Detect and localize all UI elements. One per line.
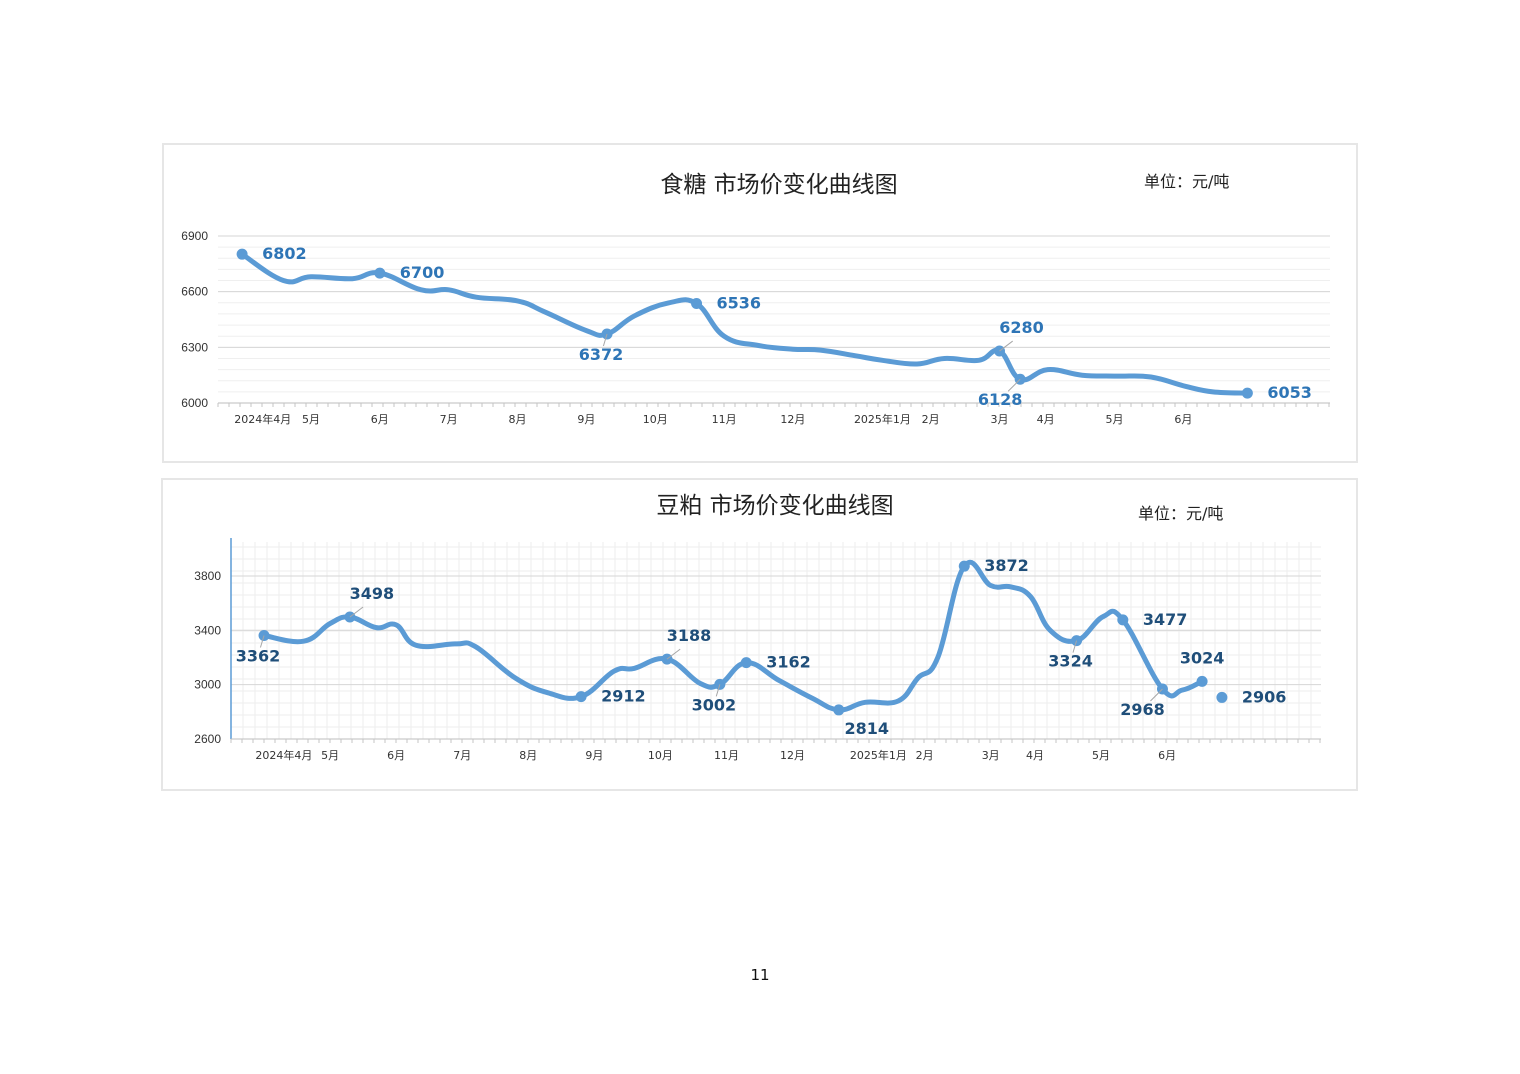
x-tick-label: 10月 — [648, 749, 673, 762]
data-label: 3498 — [350, 584, 395, 603]
x-tick-label: 8月 — [509, 413, 527, 426]
data-point-marker — [575, 691, 587, 703]
x-tick-label: 6月 — [1174, 413, 1192, 426]
sugar-chart-panel: 6000 6300 6600 6900 2024年4月 5月 6月 7月 8月 9月 10月 11月 1… — [162, 143, 1358, 463]
x-tick-label: 11月 — [714, 749, 739, 762]
x-tick-label: 7月 — [453, 749, 471, 762]
data-point-marker — [1117, 614, 1129, 626]
data-point-marker — [740, 657, 752, 669]
chart-title: 食糖 市场价变化曲线图 — [660, 172, 897, 198]
x-tick-label: 2024年4月 — [234, 412, 291, 426]
soymeal-grid — [230, 542, 1321, 740]
sugar-price-chart: 6000 6300 6600 6900 2024年4月 5月 6月 7月 8月 9月 10月 11月 1… — [181, 172, 1330, 426]
data-point-marker — [1216, 691, 1228, 703]
series-line — [239, 251, 1250, 396]
data-point-marker — [236, 248, 248, 260]
data-label: 6280 — [999, 318, 1044, 337]
x-tick-label: 5月 — [302, 413, 320, 426]
data-label: 3162 — [766, 653, 811, 672]
data-label: 2912 — [601, 687, 646, 706]
data-label-leader — [666, 648, 681, 660]
x-tick-label: 10月 — [643, 413, 668, 426]
data-label-leader — [1007, 378, 1021, 392]
x-tick-label: 6月 — [371, 413, 389, 426]
x-tick-label: 3月 — [990, 413, 1008, 426]
x-tick-label: 12月 — [780, 749, 805, 762]
data-label: 3188 — [667, 626, 712, 645]
x-tick-label: 2月 — [916, 749, 934, 762]
x-tick-label: 5月 — [1105, 413, 1123, 426]
x-tick-label: 3月 — [982, 749, 1000, 762]
chart-title: 豆粕 市场价变化曲线图 — [656, 493, 893, 519]
data-point-marker — [714, 678, 726, 690]
data-label: 2814 — [844, 719, 889, 738]
data-label: 6700 — [400, 263, 445, 282]
x-tick-label: 5月 — [321, 749, 339, 762]
y-tick-label: 3000 — [194, 678, 221, 692]
data-label: 6536 — [717, 294, 762, 313]
data-label-leader — [1072, 640, 1078, 653]
data-label: 6372 — [579, 345, 624, 364]
data-point-marker — [833, 704, 845, 716]
data-label-leader — [259, 635, 265, 648]
y-tick-label: 6900 — [181, 229, 208, 243]
data-point-marker — [1241, 387, 1253, 399]
data-label: 3872 — [984, 556, 1029, 575]
unit-label: 单位：元/吨 — [1144, 172, 1229, 191]
data-point-marker — [691, 298, 703, 310]
data-label: 2906 — [1242, 687, 1287, 706]
data-label: 6128 — [978, 390, 1023, 409]
data-point-marker — [1196, 675, 1208, 687]
y-tick-label: 3800 — [194, 569, 221, 583]
data-label: 3477 — [1143, 610, 1188, 629]
x-tick-label: 12月 — [780, 413, 805, 426]
x-tick-label: 4月 — [1026, 749, 1044, 762]
y-tick-label: 6000 — [181, 396, 208, 410]
x-tick-label: 11月 — [712, 413, 737, 426]
x-tick-label: 2月 — [922, 413, 940, 426]
series-line — [261, 560, 1205, 713]
x-tick-label: 7月 — [440, 413, 458, 426]
unit-label: 单位：元/吨 — [1138, 504, 1223, 523]
data-label: 6802 — [262, 244, 307, 263]
x-tick-label: 2025年1月 — [850, 748, 907, 762]
y-tick-label: 3400 — [194, 623, 221, 637]
y-tick-label: 2600 — [194, 732, 221, 746]
x-tick-label: 8月 — [519, 749, 537, 762]
data-label: 3362 — [236, 646, 281, 665]
data-label-leader — [602, 333, 608, 347]
y-tick-label: 6300 — [181, 340, 208, 354]
data-label: 3324 — [1048, 652, 1093, 671]
x-tick-label: 6月 — [387, 749, 405, 762]
data-label: 3002 — [692, 695, 737, 714]
x-tick-label: 9月 — [577, 413, 595, 426]
data-label-leader — [715, 684, 721, 697]
x-tick-label: 6月 — [1158, 749, 1176, 762]
data-point-marker — [374, 267, 386, 279]
x-tick-label: 2025年1月 — [854, 412, 911, 426]
x-tick-label: 4月 — [1037, 413, 1055, 426]
page-number: 11 — [750, 966, 770, 984]
data-label-leader — [999, 340, 1014, 352]
data-label-leader — [1150, 688, 1163, 702]
y-tick-label: 6600 — [181, 285, 208, 299]
x-tick-label: 9月 — [585, 749, 603, 762]
soymeal-price-chart: 2600 3000 3400 3800 2024年4月 5月 6月 7月 8月 9月 10月 11月 1… — [194, 493, 1321, 762]
x-tick-label: 2024年4月 — [255, 748, 312, 762]
data-label-leader — [349, 606, 364, 618]
data-point-marker — [958, 560, 970, 572]
x-tick-label: 5月 — [1092, 749, 1110, 762]
data-label: 3024 — [1180, 648, 1225, 667]
soymeal-chart-panel: 2600 3000 3400 3800 2024年4月 5月 6月 7月 8月 9月 10月 11月 1… — [161, 478, 1358, 791]
data-label: 6053 — [1267, 383, 1312, 402]
data-point-marker — [258, 629, 270, 641]
data-label: 2968 — [1120, 700, 1165, 719]
